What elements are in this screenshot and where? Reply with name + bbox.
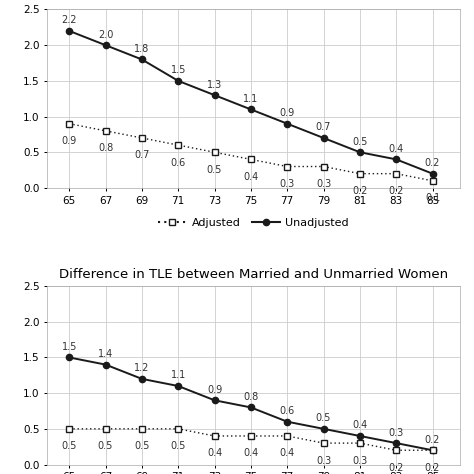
Text: 1.1: 1.1 — [243, 94, 258, 104]
Text: 1.5: 1.5 — [171, 65, 186, 75]
Text: 2.2: 2.2 — [62, 15, 77, 25]
Text: 0.3: 0.3 — [352, 456, 367, 465]
Text: 0.9: 0.9 — [62, 136, 77, 146]
Legend: Adjusted, Unadjusted: Adjusted, Unadjusted — [154, 213, 353, 232]
Text: 0.4: 0.4 — [207, 448, 222, 458]
Text: 0.1: 0.1 — [425, 193, 440, 203]
Text: 0.5: 0.5 — [316, 413, 331, 423]
Text: 0.2: 0.2 — [389, 186, 404, 196]
Text: 1.2: 1.2 — [134, 363, 150, 374]
Text: 0.2: 0.2 — [352, 186, 367, 196]
Text: 0.8: 0.8 — [243, 392, 258, 402]
Text: 1.3: 1.3 — [207, 80, 222, 90]
Text: 2.0: 2.0 — [98, 29, 113, 40]
Text: 0.4: 0.4 — [243, 448, 258, 458]
Text: 0.3: 0.3 — [280, 179, 295, 189]
Text: 0.7: 0.7 — [316, 122, 331, 132]
Text: 0.5: 0.5 — [352, 137, 367, 146]
Text: 0.6: 0.6 — [171, 157, 186, 168]
Text: 0.5: 0.5 — [134, 441, 150, 451]
Text: 0.4: 0.4 — [352, 420, 367, 430]
Text: 0.2: 0.2 — [425, 435, 440, 445]
Text: 0.2: 0.2 — [389, 463, 404, 473]
Text: 0.2: 0.2 — [425, 158, 440, 168]
Text: 0.3: 0.3 — [316, 456, 331, 465]
Text: 0.9: 0.9 — [280, 108, 295, 118]
Text: 0.4: 0.4 — [280, 448, 295, 458]
Text: 1.4: 1.4 — [98, 349, 113, 359]
Text: 0.9: 0.9 — [207, 385, 222, 395]
Text: 0.4: 0.4 — [389, 144, 404, 154]
Text: 0.8: 0.8 — [98, 143, 113, 153]
Text: 0.2: 0.2 — [425, 463, 440, 473]
Text: 0.5: 0.5 — [98, 441, 113, 451]
Text: 1.5: 1.5 — [62, 342, 77, 352]
Text: 0.6: 0.6 — [280, 406, 295, 416]
Text: 1.1: 1.1 — [171, 371, 186, 381]
Text: 1.8: 1.8 — [134, 44, 149, 54]
Text: 0.5: 0.5 — [207, 165, 222, 175]
Text: 0.5: 0.5 — [171, 441, 186, 451]
Text: 0.7: 0.7 — [134, 150, 150, 161]
Title: Difference in TLE between Married and Unmarried Women: Difference in TLE between Married and Un… — [59, 268, 448, 281]
Text: 0.5: 0.5 — [62, 441, 77, 451]
Text: 0.3: 0.3 — [389, 428, 404, 438]
Text: 0.4: 0.4 — [243, 172, 258, 182]
Text: 0.3: 0.3 — [316, 179, 331, 189]
